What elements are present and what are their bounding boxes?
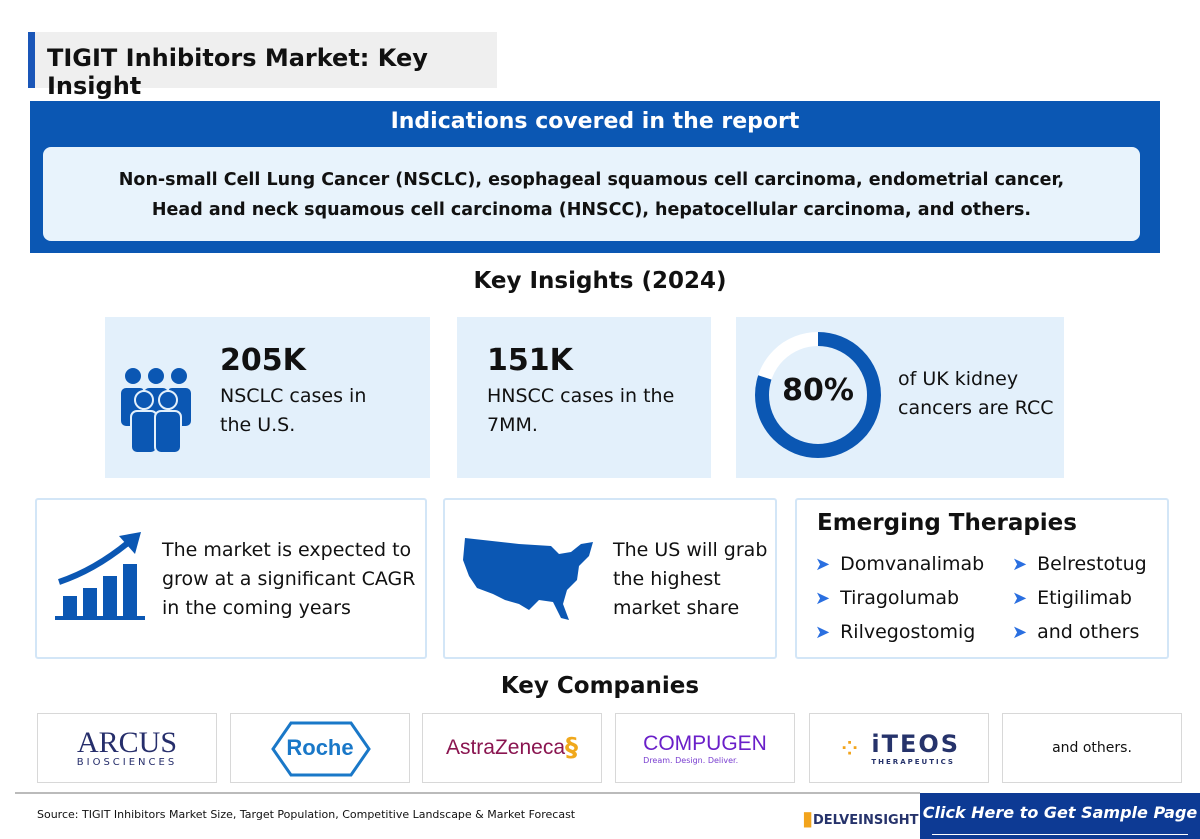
market-growth-text: The market is expected to grow at a sign… (162, 539, 416, 619)
chevron-right-icon: ➤ (815, 621, 831, 643)
indications-panel: Indications covered in the report Non-sm… (30, 101, 1160, 253)
therapy-item: ➤ Belrestotug (1012, 547, 1147, 581)
indications-line-1: Non-small Cell Lung Cancer (NSCLC), esop… (118, 170, 1065, 190)
therapy-item: ➤ Domvanalimab (815, 547, 984, 581)
delveinsight-logo: ▮ DELVEINSIGHT (802, 808, 918, 828)
therapy-item: ➤ and others (1012, 615, 1147, 649)
emerging-therapies-heading: Emerging Therapies (817, 510, 1077, 536)
source-text: Source: TIGIT Inhibitors Market Size, Ta… (37, 808, 576, 821)
sample-page-button[interactable]: Click Here to Get Sample Page (920, 793, 1200, 839)
roche-logo: Roche (230, 713, 410, 783)
donut-gauge (755, 332, 881, 458)
stat-label: NSCLC cases in the U.S. (220, 385, 367, 436)
us-share-text: The US will grab the highest market shar… (613, 539, 768, 619)
indications-line-2: Head and neck squamous cell carcinoma (H… (151, 200, 1032, 220)
indications-heading: Indications covered in the report (390, 109, 800, 134)
page-title: TIGIT Inhibitors Market: Key Insight (47, 44, 428, 100)
logo-text: iTEOS (871, 730, 961, 758)
therapy-name: Etigilimab (1037, 587, 1132, 609)
logo-mark-icon: ▮ (802, 806, 814, 830)
chevron-right-icon: ➤ (1012, 621, 1028, 643)
key-companies-heading: Key Companies (500, 673, 700, 699)
logo-text: COMPUGEN (643, 731, 767, 755)
iteos-logo: ⁘ iTEOS THERAPEUTICS (809, 713, 989, 783)
therapy-column-1: ➤ Domvanalimab ➤ Tiragolumab ➤ Rilvegostomi… (815, 547, 984, 649)
footer-divider (15, 792, 920, 794)
stat-value: 80% (782, 373, 854, 408)
chevron-right-icon: ➤ (815, 587, 831, 609)
cta-label: Click Here to Get Sample Page (922, 803, 1198, 822)
dots-icon: ⁘ (837, 731, 862, 765)
therapy-name: Belrestotug (1037, 553, 1147, 575)
compugen-logo: COMPUGEN Dream. Design. Deliver. (615, 713, 795, 783)
market-growth-card: The market is expected to grow at a sign… (35, 498, 427, 659)
stat-label: HNSCC cases in the 7MM. (487, 385, 675, 436)
growth-chart-icon (55, 532, 145, 620)
logo-text: DELVEINSIGHT (813, 813, 919, 828)
hexagon-icon (271, 721, 371, 777)
therapy-name: Domvanalimab (840, 553, 985, 575)
stat-value: 205K (220, 343, 306, 378)
stat-card-nsclc: 205K NSCLC cases in the U.S. (105, 317, 430, 478)
stat-value: 151K (487, 343, 573, 378)
gauge-fill (755, 332, 881, 458)
astrazeneca-symbol-icon: § (565, 733, 579, 763)
chevron-right-icon: ➤ (1012, 553, 1028, 575)
logo-subtext: Dream. Design. Deliver. (643, 755, 739, 765)
therapy-name: and others (1037, 621, 1140, 643)
logo-text: AstraZeneca (445, 736, 566, 759)
therapy-name: Rilvegostomig (840, 621, 976, 643)
key-insights-heading: Key Insights (2024) (473, 268, 727, 294)
emerging-therapies-card: Emerging Therapies ➤ Domvanalimab ➤ Tirago… (795, 498, 1169, 659)
others-box: and others. (1002, 713, 1182, 783)
chevron-right-icon: ➤ (1012, 587, 1028, 609)
chevron-right-icon: ➤ (815, 553, 831, 575)
therapy-item: ➤ Tiragolumab (815, 581, 984, 615)
others-text: and others. (1052, 740, 1132, 756)
logo-text: Roche (286, 735, 354, 760)
logo-text: ARCUS (76, 725, 178, 759)
therapy-column-2: ➤ Belrestotug ➤ Etigilimab ➤ and others (1012, 547, 1147, 649)
stat-card-rcc: 80% of UK kidney cancers are RCC (736, 317, 1064, 478)
therapy-item: ➤ Etigilimab (1012, 581, 1147, 615)
stat-label: of UK kidney cancers are RCC (898, 368, 1054, 419)
title-box: TIGIT Inhibitors Market: Key Insight (28, 32, 497, 100)
logo-subtext: BIOSCIENCES (76, 756, 178, 768)
astrazeneca-logo: AstraZeneca § (422, 713, 602, 783)
indications-box: Non-small Cell Lung Cancer (NSCLC), esop… (43, 147, 1140, 241)
therapy-item: ➤ Rilvegostomig (815, 615, 984, 649)
logo-subtext: THERAPEUTICS (871, 758, 955, 766)
therapy-name: Tiragolumab (840, 587, 960, 609)
stat-card-hnscc: 151K HNSCC cases in the 7MM. (457, 317, 711, 478)
us-map-icon (463, 538, 593, 620)
people-icon (119, 366, 193, 454)
cta-underline (932, 834, 1188, 835)
us-share-card: The US will grab the highest market shar… (443, 498, 777, 659)
arcus-logo: ARCUS BIOSCIENCES (37, 713, 217, 783)
